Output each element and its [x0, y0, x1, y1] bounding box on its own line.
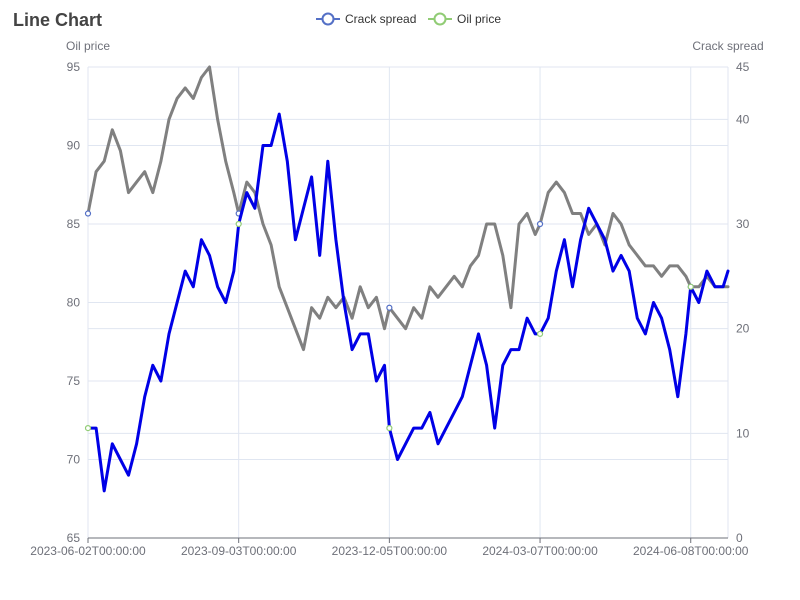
y-right-axis-title: Crack spread: [692, 39, 763, 53]
y-left-tick-label: 90: [67, 139, 81, 153]
legend-marker-icon: [321, 12, 335, 26]
y-right-tick-label: 20: [736, 322, 750, 336]
x-tick-label: 2023-06-02T00:00:00: [30, 544, 146, 558]
y-left-tick-label: 80: [67, 296, 81, 310]
y-left-axis-title: Oil price: [66, 39, 110, 53]
x-tick-label: 2024-06-08T00:00:00: [633, 544, 749, 558]
legend-label: Crack spread: [345, 12, 416, 26]
y-right-tick-label: 40: [736, 112, 750, 126]
legend-label: Oil price: [457, 12, 501, 26]
y-right-tick-label: 30: [736, 217, 750, 231]
series-line-crack-spread: [86, 65, 730, 352]
series-line-oil-price: [86, 112, 730, 493]
chart-title: Line Chart: [13, 10, 103, 30]
y-right-tick-label: 0: [736, 531, 743, 545]
y-left-tick-label: 85: [67, 217, 81, 231]
x-tick-label: 2023-09-03T00:00:00: [181, 544, 297, 558]
y-left-tick-label: 65: [67, 531, 81, 545]
series-point-crack-spread: [536, 220, 544, 228]
series-point-crack-spread: [386, 304, 393, 311]
y-right-tick-label: 10: [736, 426, 750, 440]
series-point-oil-price: [687, 283, 694, 290]
series-point-oil-price: [235, 220, 242, 228]
y-left-tick-label: 70: [67, 453, 81, 467]
series-point-crack-spread: [84, 210, 92, 217]
x-tick-label: 2023-12-05T00:00:00: [332, 544, 448, 558]
series-point-oil-price: [386, 425, 393, 432]
series-point-oil-price: [84, 425, 92, 432]
series-point-oil-price: [536, 330, 544, 337]
x-tick-label: 2024-03-07T00:00:00: [482, 544, 598, 558]
y-right-tick-label: 45: [736, 60, 750, 74]
y-left-tick-label: 95: [67, 60, 81, 74]
y-left-tick-label: 75: [67, 374, 81, 388]
legend-marker-icon: [433, 12, 447, 26]
